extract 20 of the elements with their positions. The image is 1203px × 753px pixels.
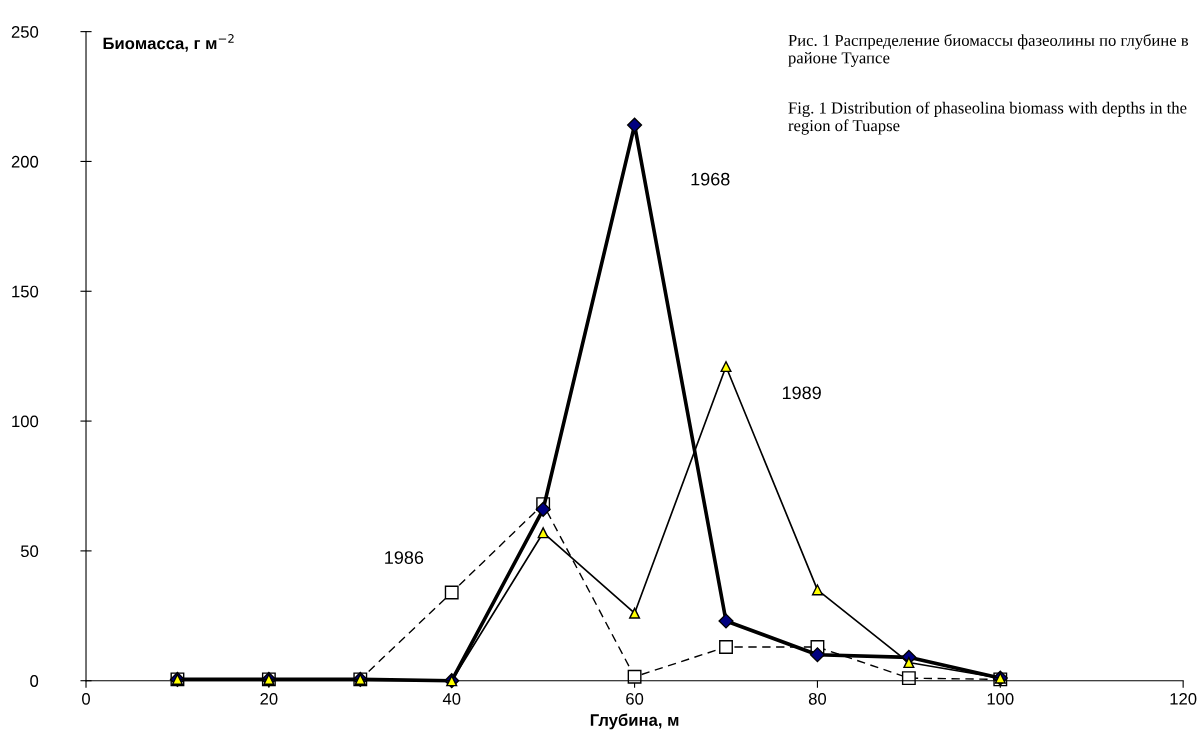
- annotation: Fig. 1 Distribution of phaseolina biomass with depths in the region of Tuapse: [788, 101, 1187, 135]
- y-tick-label: 50: [20, 545, 39, 558]
- x-tick-label: 80: [808, 692, 827, 705]
- x-tick-label: 120: [1170, 692, 1197, 705]
- annotation: Рис. 1 Распределение биомассы фазеолины по глубине в районе Туапсе: [788, 33, 1189, 67]
- x-tick-label: 0: [82, 692, 90, 705]
- y-tick-label: 0: [30, 675, 39, 687]
- x-tick-label: 20: [260, 692, 278, 705]
- text: 1968: [691, 172, 730, 186]
- y-tick-label: 150: [12, 285, 39, 298]
- y-tick-label: 200: [11, 155, 39, 168]
- y-tick-label: 100: [12, 415, 39, 428]
- y-axis-title: Биомасса, г м$^{−2}$: [103, 34, 234, 52]
- x-axis-title: Глубина, м: [590, 713, 679, 730]
- x-tick-label: 100: [987, 692, 1014, 705]
- series-label: 1986: [385, 551, 424, 564]
- x-tick-label: 60: [626, 692, 644, 705]
- y-tick-label: 250: [11, 26, 39, 38]
- x-tick-label: 40: [442, 692, 461, 705]
- text: 1989: [782, 386, 821, 400]
